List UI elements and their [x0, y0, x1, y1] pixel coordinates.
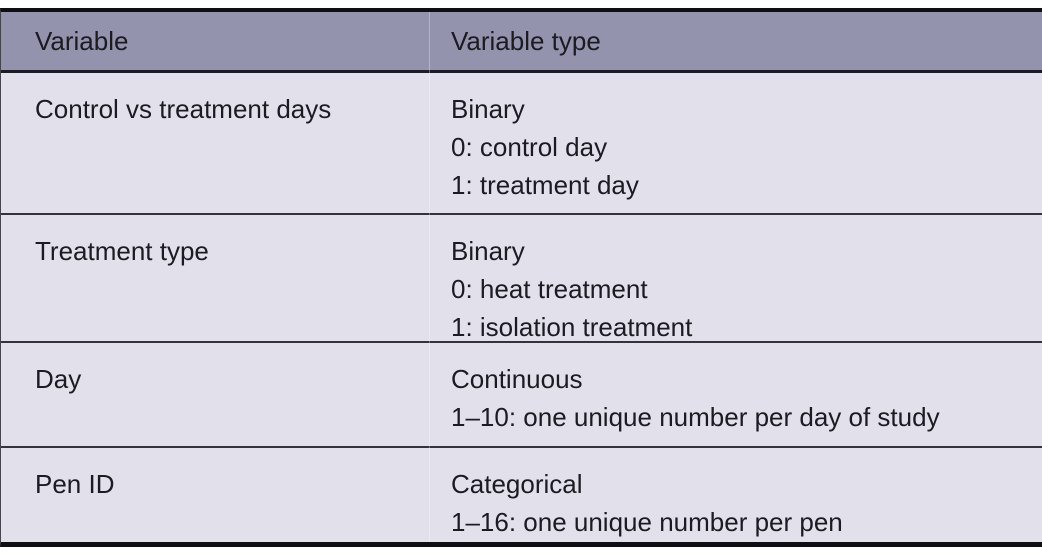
column-divider-line — [429, 12, 430, 542]
table-header-row: Variable Variable type — [1, 12, 1042, 73]
type-line: 1–10: one unique number per day of study — [451, 402, 940, 432]
table-row: Control vs treatment days Binary 0: cont… — [1, 73, 1042, 215]
row-variable-type: Binary 0: control day 1: treatment day — [429, 73, 1042, 213]
row-variable-type: Categorical 1–16: one unique number per … — [429, 448, 1042, 542]
type-line: 1: isolation treatment — [451, 312, 693, 342]
row-variable-type: Continuous 1–10: one unique number per d… — [429, 343, 1042, 446]
type-line: 0: heat treatment — [451, 274, 648, 304]
type-line: Continuous — [451, 364, 583, 394]
type-line: Binary — [451, 236, 525, 266]
variable-description-table: Variable Variable type Control vs treatm… — [0, 8, 1042, 547]
type-line: Binary — [451, 94, 525, 124]
table-row: Treatment type Binary 0: heat treatment … — [1, 215, 1042, 343]
type-line: 1–16: one unique number per pen — [451, 507, 843, 537]
type-line: 1: treatment day — [451, 170, 639, 200]
row-variable-name: Control vs treatment days — [35, 94, 332, 124]
header-variable: Variable — [35, 25, 129, 56]
row-variable-name: Pen ID — [35, 469, 115, 499]
row-variable-name: Treatment type — [35, 236, 209, 266]
table-row: Pen ID Categorical 1–16: one unique numb… — [1, 448, 1042, 542]
type-line: Categorical — [451, 469, 583, 499]
header-variable-type: Variable type — [451, 25, 601, 56]
table-row: Day Continuous 1–10: one unique number p… — [1, 343, 1042, 448]
type-line: 0: control day — [451, 132, 608, 162]
row-variable-name: Day — [35, 364, 82, 394]
row-variable-type: Binary 0: heat treatment 1: isolation tr… — [429, 215, 1042, 341]
